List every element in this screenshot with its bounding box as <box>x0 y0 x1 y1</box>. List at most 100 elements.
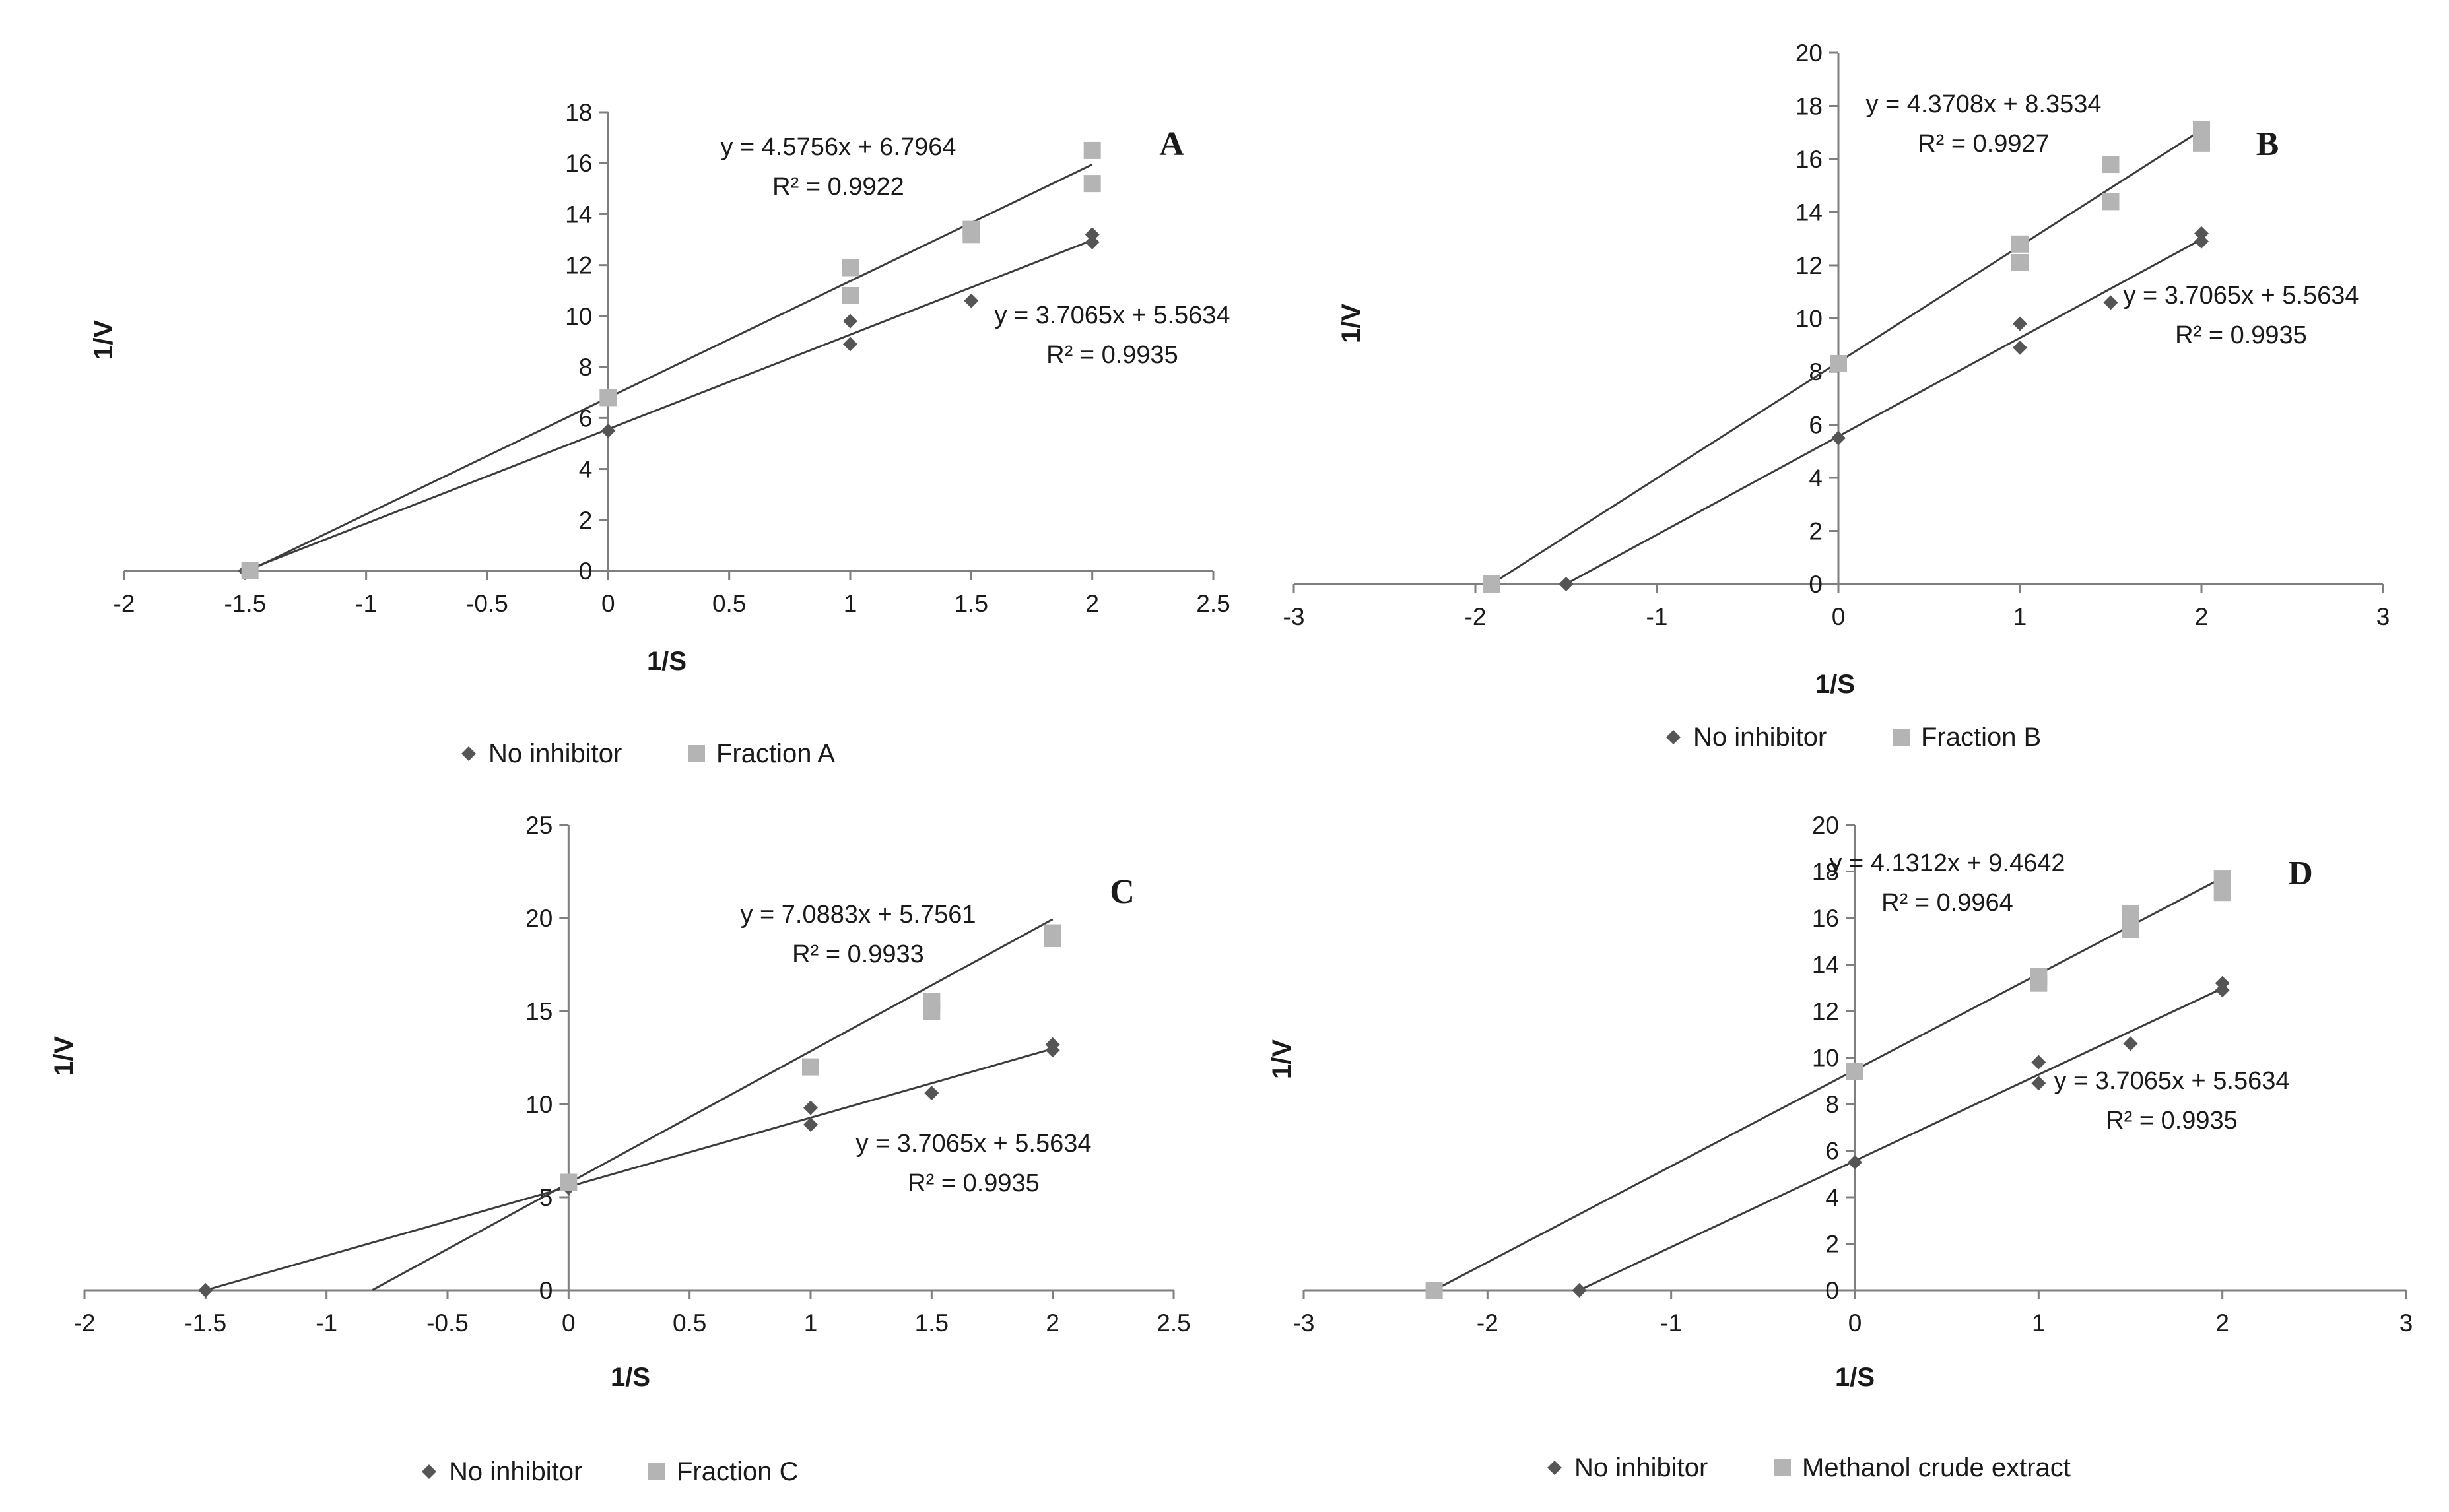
data-point-diamond <box>803 1100 818 1115</box>
x-tick-label: -0.5 <box>466 590 508 617</box>
data-point-diamond <box>2103 295 2118 310</box>
x-tick-label: -2 <box>1477 1309 1498 1336</box>
data-point-diamond <box>2031 1055 2046 1070</box>
legend-marker-diamond <box>461 746 476 761</box>
legend-marker-square <box>1774 1459 1791 1476</box>
data-point-diamond <box>601 423 616 438</box>
data-point-square <box>560 1173 578 1191</box>
y-tick-label: 12 <box>1795 252 1823 279</box>
data-point-square <box>2102 156 2120 174</box>
data-point-square <box>962 220 980 238</box>
x-tick-label: 2 <box>1046 1309 1059 1336</box>
data-point-diamond <box>198 1283 213 1298</box>
data-point-square <box>1044 924 1061 942</box>
y-tick-label: 0 <box>1825 1277 1839 1304</box>
data-point-diamond <box>1572 1283 1587 1298</box>
y-tick-label: 0 <box>1809 571 1823 598</box>
trendline <box>247 163 1093 573</box>
r-squared-label: R² = 0.9927 <box>1918 130 2050 158</box>
y-tick-label: 8 <box>579 354 593 381</box>
data-point-square <box>1083 175 1101 193</box>
y-axis-title: 1/V <box>50 1036 79 1076</box>
x-tick-label: 1 <box>804 1309 818 1336</box>
x-tick-label: 3 <box>2399 1309 2413 1336</box>
data-point-diamond <box>1559 577 1574 591</box>
y-tick-label: 20 <box>1795 40 1823 67</box>
x-tick-label: -0.5 <box>426 1309 469 1336</box>
y-tick-label: 18 <box>1795 93 1823 120</box>
r-squared-label: R² = 0.9933 <box>792 940 924 968</box>
x-tick-label: 2 <box>2195 603 2209 630</box>
x-tick-label: 0 <box>601 590 615 617</box>
chart-panel-c: -2 -1.5 -1 -0.5 0 0.5 1 1.5 2 2.5 0 5 10 15 20 25 1/S 1/V… <box>50 812 1191 1486</box>
trendline-equation: y = 4.3708x + 8.3534 <box>1865 90 2101 118</box>
x-tick-label: -3 <box>1293 1309 1315 1336</box>
data-point-square <box>1083 141 1101 159</box>
x-tick-label: 1 <box>2013 603 2027 630</box>
legend-label: No inhibitor <box>1693 723 1827 752</box>
y-tick-label: 25 <box>525 812 553 839</box>
chart-panel-a: -2 -1.5 -1 -0.5 0 0.5 1 1.5 2 2.5 0 2 4 6 8 10 12 14 16 18 1… <box>89 99 1230 768</box>
y-tick-label: 0 <box>579 558 593 585</box>
data-point-diamond <box>2194 226 2209 241</box>
y-tick-label: 0 <box>539 1277 553 1304</box>
legend-label: No inhibitor <box>488 739 622 768</box>
legend-marker-square <box>648 1463 665 1480</box>
x-axis-title: 1/S <box>611 1363 650 1392</box>
legend-label: No inhibitor <box>449 1457 582 1486</box>
y-tick-label: 6 <box>1825 1138 1839 1165</box>
data-point-square <box>2102 193 2120 211</box>
x-tick-label: -2 <box>1465 603 1487 630</box>
legend-marker-square <box>1893 729 1910 746</box>
y-tick-label: 15 <box>525 998 553 1025</box>
data-point-square <box>802 1058 819 1076</box>
x-tick-label: -1 <box>1660 1309 1682 1336</box>
x-tick-label: 1.5 <box>955 590 988 617</box>
y-tick-label: 2 <box>1809 518 1823 545</box>
data-point-diamond <box>2013 340 2027 355</box>
y-tick-label: 10 <box>525 1091 553 1118</box>
data-point-diamond <box>2031 1076 2046 1091</box>
trendline-equation: y = 4.5756x + 6.7964 <box>720 133 956 161</box>
data-point-diamond <box>964 293 979 308</box>
data-point-square <box>241 562 259 579</box>
y-tick-label: 20 <box>1812 812 1839 839</box>
r-squared-label: R² = 0.9935 <box>1046 341 1178 369</box>
y-tick-label: 14 <box>1795 199 1823 226</box>
y-tick-label: 12 <box>1812 998 1839 1025</box>
x-tick-label: 1 <box>2032 1309 2046 1336</box>
legend-marker-square <box>688 745 705 762</box>
trendline-equation: y = 3.7065x + 5.5634 <box>2123 282 2359 310</box>
x-tick-label: -2 <box>114 590 135 617</box>
trendline-equation: y = 3.7065x + 5.5634 <box>855 1130 1091 1158</box>
y-tick-label: 18 <box>1812 859 1839 886</box>
x-tick-label: 0 <box>1832 603 1846 630</box>
x-tick-label: 2 <box>1085 590 1099 617</box>
x-tick-label: 2.5 <box>1157 1309 1190 1336</box>
legend-label: Fraction A <box>716 739 835 768</box>
trendline-equation: y = 7.0883x + 5.7561 <box>740 901 976 929</box>
trendline-equation: y = 3.7065x + 5.5634 <box>2054 1067 2289 1095</box>
panel-letter: A <box>1159 125 1184 163</box>
data-point-diamond <box>924 1086 939 1101</box>
x-tick-label: -1.5 <box>224 590 266 617</box>
y-tick-label: 14 <box>1812 952 1839 979</box>
x-tick-label: 0 <box>562 1309 576 1336</box>
legend-marker-diamond <box>422 1464 436 1479</box>
x-tick-label: 2.5 <box>1196 590 1230 617</box>
data-point-square <box>2030 968 2048 985</box>
y-axis-title: 1/V <box>1267 1039 1296 1079</box>
data-point-square <box>2122 904 2139 922</box>
data-point-diamond <box>2123 1036 2138 1051</box>
y-tick-label: 2 <box>1825 1231 1839 1258</box>
data-point-square <box>923 993 941 1010</box>
data-point-square <box>599 389 617 407</box>
r-squared-label: R² = 0.9922 <box>772 173 904 201</box>
y-tick-label: 4 <box>579 456 593 483</box>
x-tick-label: 1.5 <box>915 1309 949 1336</box>
y-tick-label: 16 <box>1795 146 1823 173</box>
legend-label: Fraction B <box>1921 723 2041 752</box>
